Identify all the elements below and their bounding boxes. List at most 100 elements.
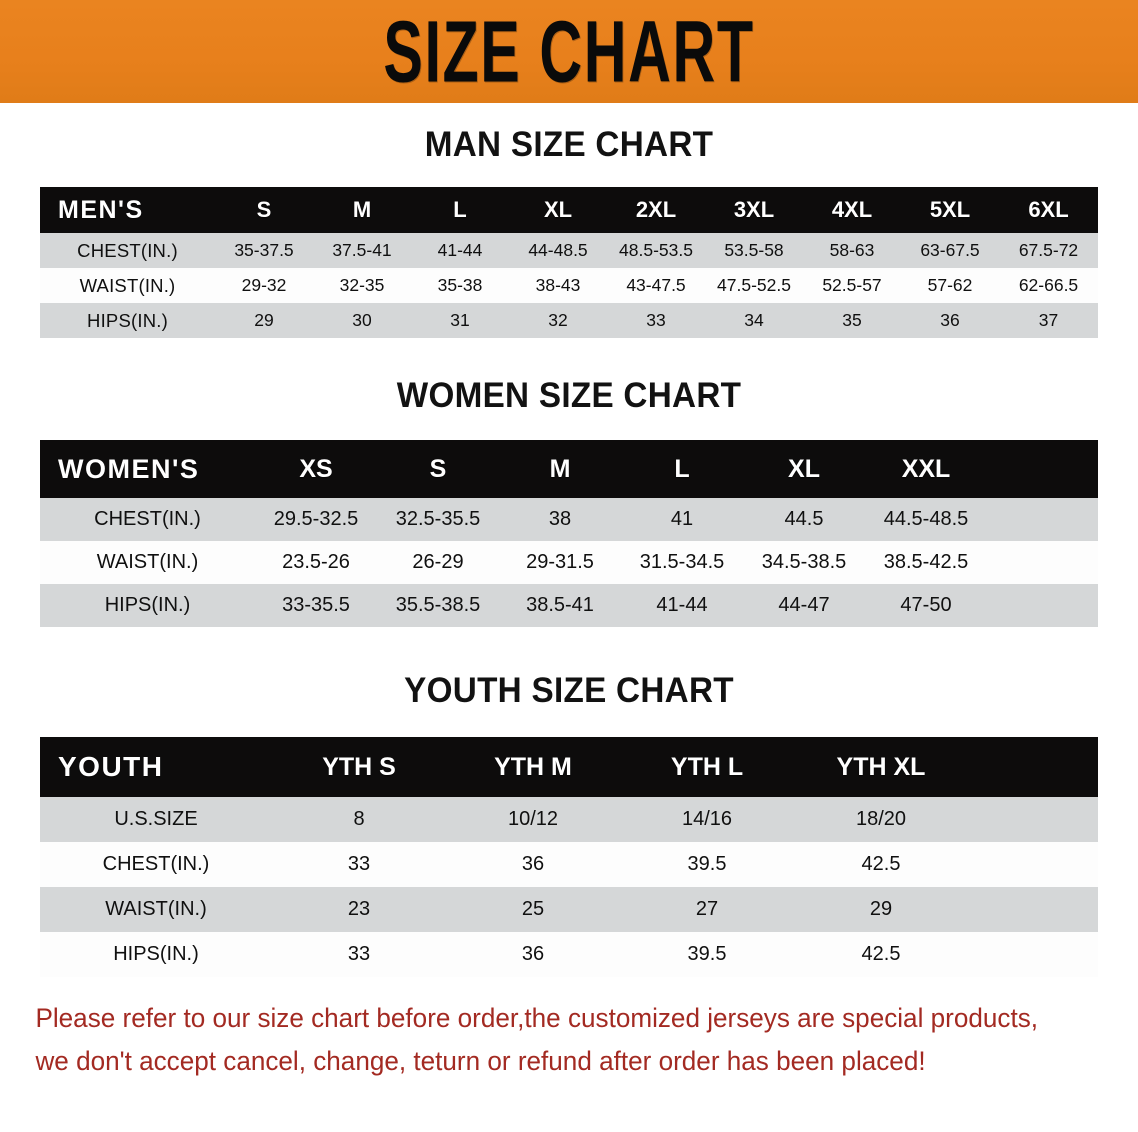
women-hips-l: 41-44 [621, 584, 743, 627]
men-waist-6xl: 62-66.5 [999, 268, 1098, 303]
men-col-header-4: XL [509, 187, 607, 233]
men-waist-s: 29-32 [215, 268, 313, 303]
women-header-spacer [987, 440, 1098, 498]
youth-waist-xl: 29 [794, 887, 968, 932]
women-chest-spacer [987, 498, 1098, 541]
youth-col-header-4: YTH XL [794, 737, 968, 797]
women-hips-s: 35.5-38.5 [377, 584, 499, 627]
women-waist-s: 26-29 [377, 541, 499, 584]
men-col-header-9: 6XL [999, 187, 1098, 233]
youth-ussize-xl: 18/20 [794, 797, 968, 842]
youth-hips-spacer [968, 932, 1098, 977]
women-col-header-2: S [377, 440, 499, 498]
women-waist-spacer [987, 541, 1098, 584]
youth-chest-spacer [968, 842, 1098, 887]
youth-row-label-waist: WAIST(IN.) [40, 887, 272, 932]
women-header-row: WOMEN'S XS S M L XL XXL [40, 440, 1098, 498]
women-col-header-5: XL [743, 440, 865, 498]
women-hips-m: 38.5-41 [499, 584, 621, 627]
women-waist-m: 29-31.5 [499, 541, 621, 584]
youth-header-row: YOUTH YTH S YTH M YTH L YTH XL [40, 737, 1098, 797]
youth-hips-s: 33 [272, 932, 446, 977]
youth-size-table: YOUTH YTH S YTH M YTH L YTH XL U.S.SIZE … [40, 737, 1098, 977]
men-chest-m: 37.5-41 [313, 233, 411, 268]
page-title: SIZE CHART [383, 1, 755, 100]
youth-row-label-chest: CHEST(IN.) [40, 842, 272, 887]
men-size-table: MEN'S S M L XL 2XL 3XL 4XL 5XL 6XL CHEST [40, 187, 1098, 338]
youth-header-spacer [968, 737, 1098, 797]
men-waist-m: 32-35 [313, 268, 411, 303]
men-col-header-8: 5XL [901, 187, 999, 233]
women-header-label: WOMEN'S [40, 440, 255, 498]
disclaimer-line-1: Please refer to our size chart before or… [35, 1003, 1039, 1033]
men-header-label: MEN'S [40, 187, 215, 233]
youth-waist-l: 27 [620, 887, 794, 932]
youth-hips-m: 36 [446, 932, 620, 977]
youth-col-header-1: YTH S [272, 737, 446, 797]
youth-hips-l: 39.5 [620, 932, 794, 977]
women-hips-spacer [987, 584, 1098, 627]
women-col-header-4: L [621, 440, 743, 498]
youth-waist-spacer [968, 887, 1098, 932]
men-hips-4xl: 35 [803, 303, 901, 338]
men-hips-s: 29 [215, 303, 313, 338]
table-row: U.S.SIZE 8 10/12 14/16 18/20 [40, 797, 1098, 842]
men-chest-6xl: 67.5-72 [999, 233, 1098, 268]
youth-table-body: U.S.SIZE 8 10/12 14/16 18/20 CHEST(IN.) … [40, 797, 1098, 977]
youth-row-label-ussize: U.S.SIZE [40, 797, 272, 842]
men-table-head: MEN'S S M L XL 2XL 3XL 4XL 5XL 6XL [40, 187, 1098, 233]
women-chest-m: 38 [499, 498, 621, 541]
disclaimer-line-2: we don't accept cancel, change, teturn o… [35, 1045, 926, 1076]
men-col-header-7: 4XL [803, 187, 901, 233]
men-hips-xl: 32 [509, 303, 607, 338]
table-row: CHEST(IN.) 29.5-32.5 32.5-35.5 38 41 44.… [40, 498, 1098, 541]
men-chest-3xl: 53.5-58 [705, 233, 803, 268]
women-col-header-3: M [499, 440, 621, 498]
page-banner: SIZE CHART [0, 0, 1138, 103]
men-waist-l: 35-38 [411, 268, 509, 303]
men-section-title: MAN SIZE CHART [424, 125, 714, 164]
men-row-label-hips: HIPS(IN.) [40, 303, 215, 338]
youth-header-label: YOUTH [40, 737, 272, 797]
men-table-body: CHEST(IN.) 35-37.5 37.5-41 41-44 44-48.5… [40, 233, 1098, 338]
men-row-label-chest: CHEST(IN.) [40, 233, 215, 268]
women-chest-l: 41 [621, 498, 743, 541]
men-waist-3xl: 47.5-52.5 [705, 268, 803, 303]
men-hips-6xl: 37 [999, 303, 1098, 338]
youth-chest-m: 36 [446, 842, 620, 887]
youth-waist-m: 25 [446, 887, 620, 932]
men-hips-2xl: 33 [607, 303, 705, 338]
women-table-wrap: WOMEN'S XS S M L XL XXL CHEST(IN.) 29.5-… [0, 440, 1138, 627]
men-col-header-2: M [313, 187, 411, 233]
table-row: CHEST(IN.) 33 36 39.5 42.5 [40, 842, 1098, 887]
men-chest-4xl: 58-63 [803, 233, 901, 268]
youth-chest-l: 39.5 [620, 842, 794, 887]
women-size-section: WOMEN SIZE CHART WOMEN'S XS S M L XL [0, 338, 1138, 627]
women-chest-xs: 29.5-32.5 [255, 498, 377, 541]
women-hips-xl: 44-47 [743, 584, 865, 627]
table-row: HIPS(IN.) 33 36 39.5 42.5 [40, 932, 1098, 977]
men-hips-m: 30 [313, 303, 411, 338]
men-col-header-1: S [215, 187, 313, 233]
women-row-label-waist: WAIST(IN.) [40, 541, 255, 584]
youth-ussize-s: 8 [272, 797, 446, 842]
women-size-table: WOMEN'S XS S M L XL XXL CHEST(IN.) 29.5-… [40, 440, 1098, 627]
disclaimer-text: Please refer to our size chart before or… [0, 997, 1121, 1083]
youth-col-header-3: YTH L [620, 737, 794, 797]
youth-chest-s: 33 [272, 842, 446, 887]
men-chest-s: 35-37.5 [215, 233, 313, 268]
table-row: HIPS(IN.) 29 30 31 32 33 34 35 36 37 [40, 303, 1098, 338]
women-hips-xxl: 47-50 [865, 584, 987, 627]
table-row: WAIST(IN.) 23 25 27 29 [40, 887, 1098, 932]
women-chest-xxl: 44.5-48.5 [865, 498, 987, 541]
youth-section-title: YOUTH SIZE CHART [404, 671, 734, 710]
youth-waist-s: 23 [272, 887, 446, 932]
men-chest-2xl: 48.5-53.5 [607, 233, 705, 268]
men-size-section: MAN SIZE CHART MEN'S S M L XL 2XL [0, 103, 1138, 338]
women-col-header-1: XS [255, 440, 377, 498]
youth-ussize-l: 14/16 [620, 797, 794, 842]
youth-chest-xl: 42.5 [794, 842, 968, 887]
women-waist-xxl: 38.5-42.5 [865, 541, 987, 584]
table-row: WAIST(IN.) 29-32 32-35 35-38 38-43 43-47… [40, 268, 1098, 303]
